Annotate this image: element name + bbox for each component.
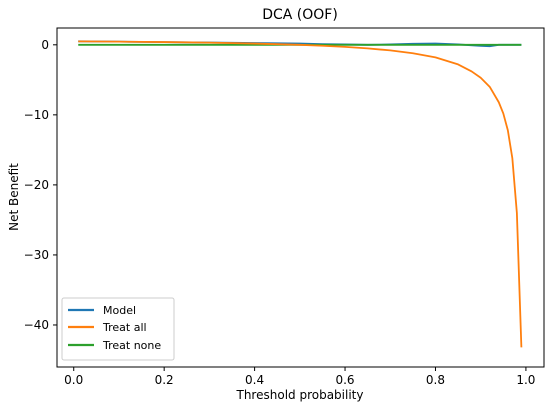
x-tick-label: 0.0: [64, 373, 83, 387]
x-axis-title: Threshold probability: [236, 388, 364, 402]
legend-label-model: Model: [103, 304, 136, 317]
y-axis: 0 −10 −20 −30 −40: [24, 38, 57, 332]
y-tick-label: −10: [24, 108, 49, 122]
legend: Model Treat all Treat none: [61, 297, 175, 361]
legend-label-treat-all: Treat all: [102, 321, 147, 334]
series-line-treat-all: [78, 40, 523, 348]
x-tick-label: 0.2: [155, 373, 174, 387]
y-tick-label: −30: [24, 248, 49, 262]
y-tick-label: −20: [24, 178, 49, 192]
chart-title: DCA (OOF): [262, 7, 338, 23]
series-layer: [78, 40, 523, 348]
x-tick-label: 1.0: [516, 373, 535, 387]
plot-frame: [56, 27, 545, 368]
x-tick-label: 0.6: [335, 373, 354, 387]
x-tick-label: 0.8: [426, 373, 445, 387]
y-axis-title: Net Benefit: [7, 163, 21, 231]
x-tick-label: 0.4: [245, 373, 264, 387]
legend-label-treat-none: Treat none: [102, 339, 161, 352]
y-tick-label: 0: [41, 38, 49, 52]
x-axis: 0.0 0.2 0.4 0.6 0.8 1.0: [64, 367, 535, 387]
y-tick-label: −40: [24, 318, 49, 332]
